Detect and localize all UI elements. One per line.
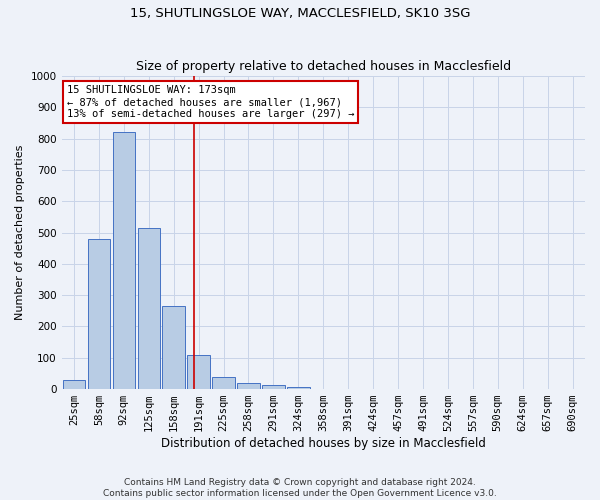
Bar — [237, 384, 260, 389]
Bar — [187, 354, 210, 389]
Text: 15 SHUTLINGSLOE WAY: 173sqm
← 87% of detached houses are smaller (1,967)
13% of : 15 SHUTLINGSLOE WAY: 173sqm ← 87% of det… — [67, 86, 354, 118]
Bar — [88, 239, 110, 389]
Text: Contains HM Land Registry data © Crown copyright and database right 2024.
Contai: Contains HM Land Registry data © Crown c… — [103, 478, 497, 498]
Bar — [137, 228, 160, 389]
Text: 15, SHUTLINGSLOE WAY, MACCLESFIELD, SK10 3SG: 15, SHUTLINGSLOE WAY, MACCLESFIELD, SK10… — [130, 8, 470, 20]
Bar — [287, 386, 310, 389]
Title: Size of property relative to detached houses in Macclesfield: Size of property relative to detached ho… — [136, 60, 511, 74]
Bar — [163, 306, 185, 389]
Bar — [212, 377, 235, 389]
X-axis label: Distribution of detached houses by size in Macclesfield: Distribution of detached houses by size … — [161, 437, 486, 450]
Bar — [113, 132, 135, 389]
Y-axis label: Number of detached properties: Number of detached properties — [15, 145, 25, 320]
Bar — [262, 386, 284, 389]
Bar — [63, 380, 85, 389]
